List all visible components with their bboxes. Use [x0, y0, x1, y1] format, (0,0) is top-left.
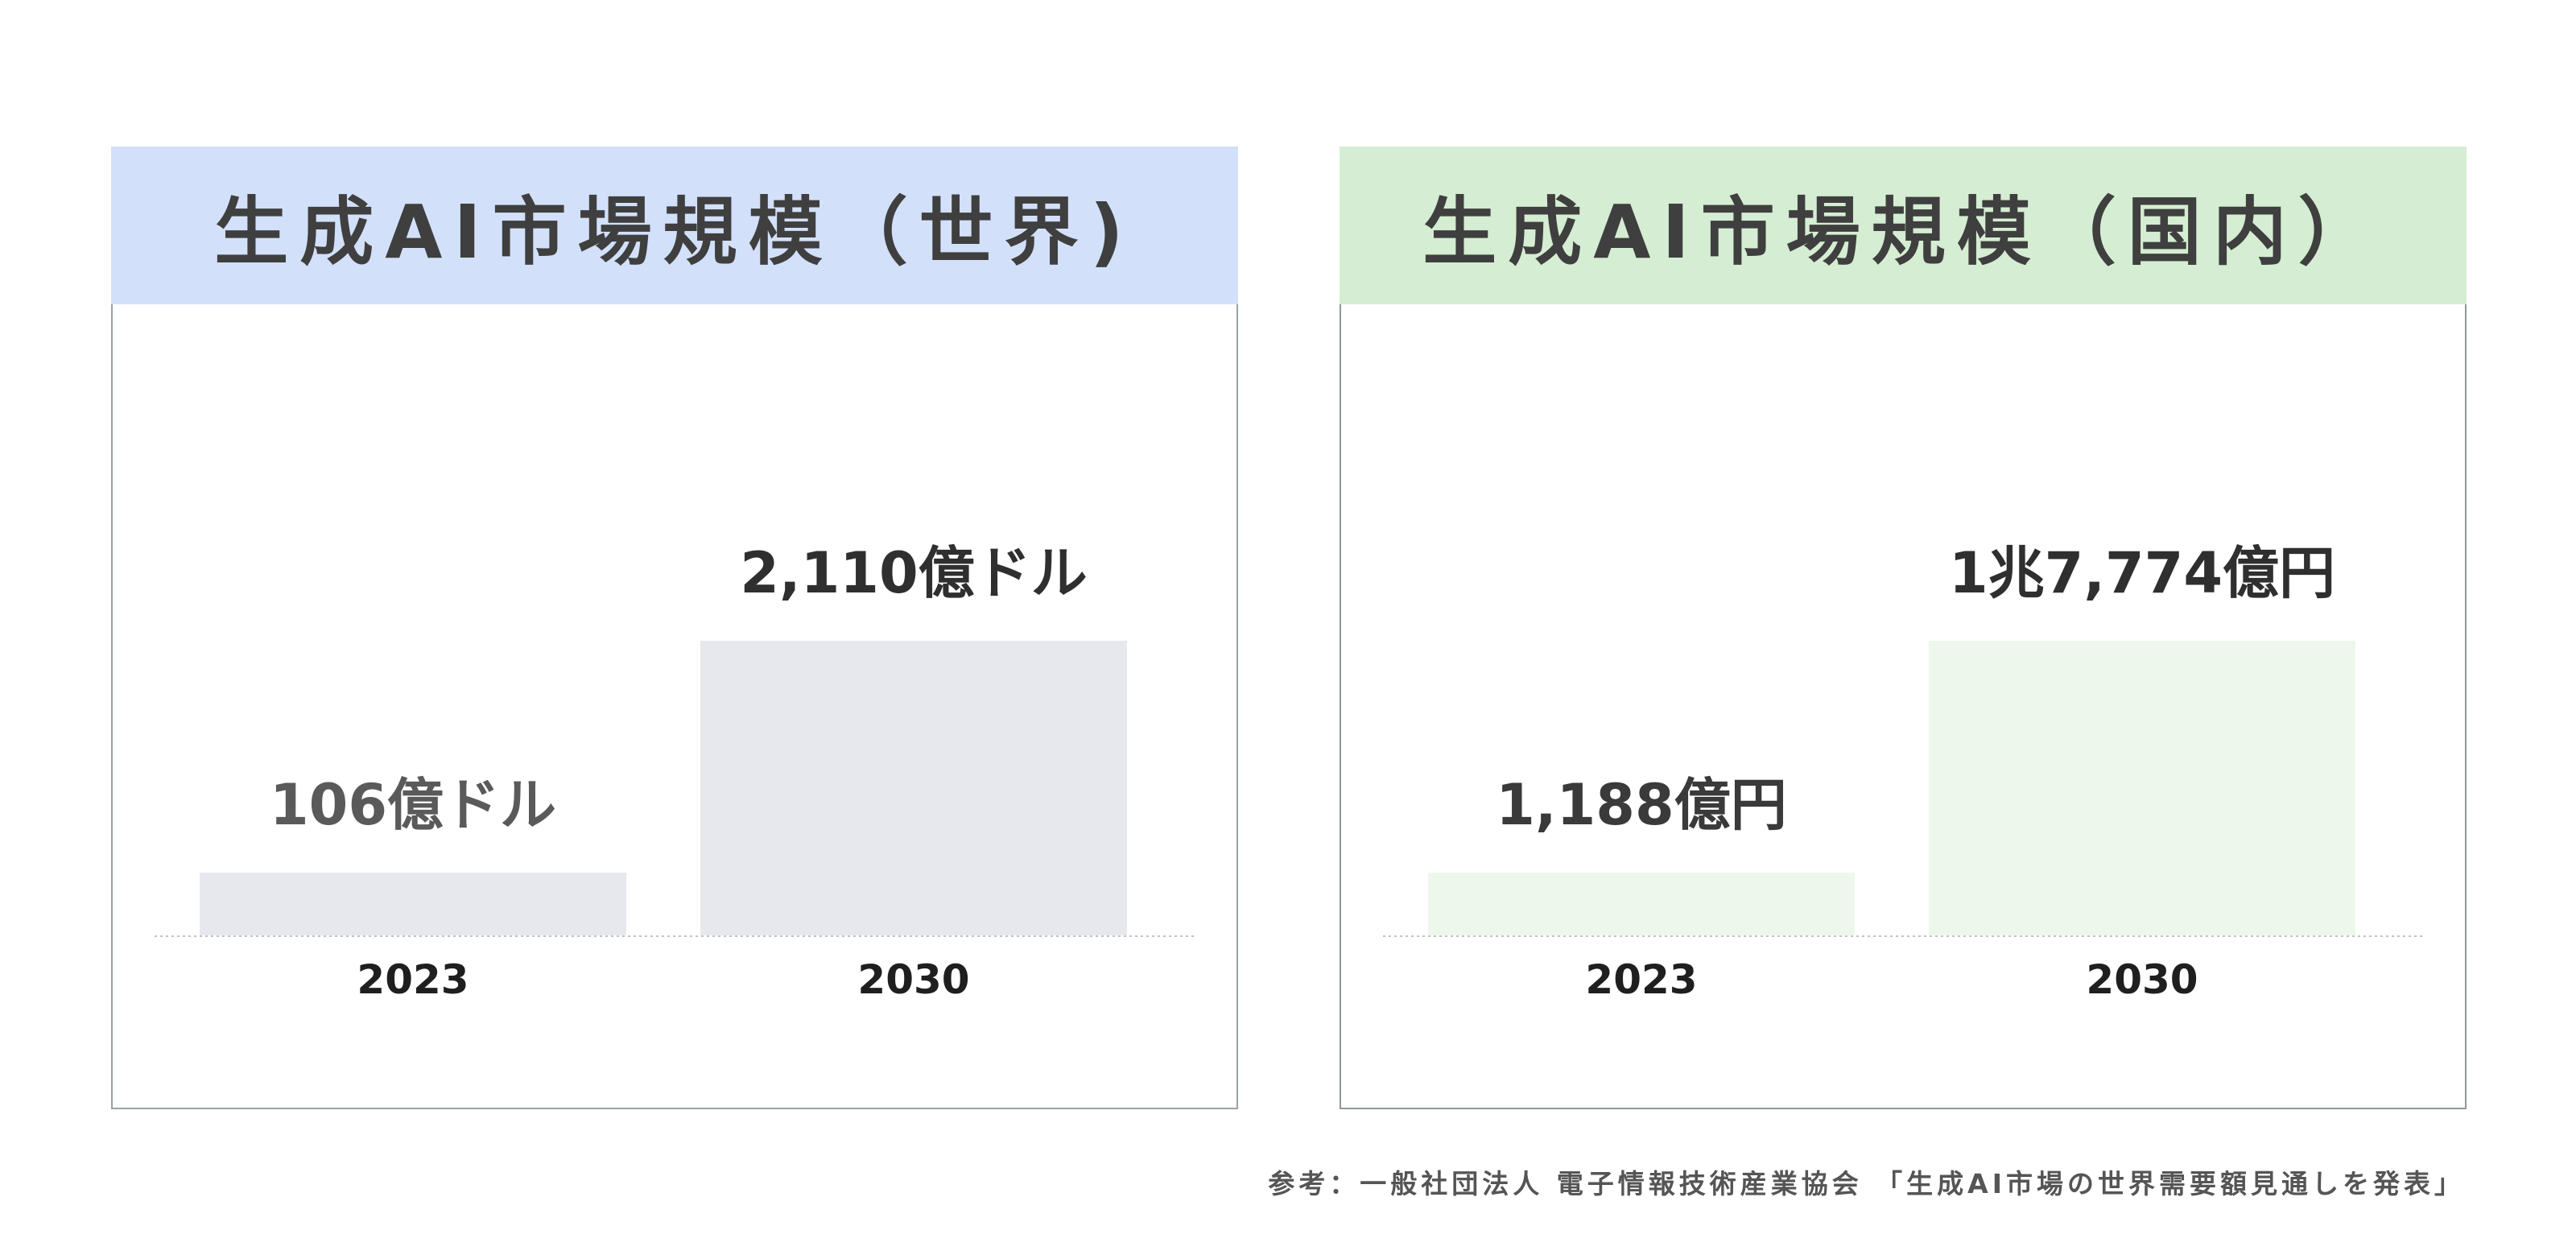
value-label-2023: 106億ドル	[270, 772, 556, 838]
world-market-panel: 生成AI市場規模（世界) 106億ドル 2023 2,110億ドル 2030	[111, 147, 1238, 1109]
value-label-2023: 1,188億円	[1496, 772, 1786, 838]
bar-2030	[1929, 641, 2355, 935]
tick-label-2030: 2030	[2086, 956, 2198, 1003]
world-bar-chart: 106億ドル 2023 2,110億ドル 2030	[155, 540, 1195, 1003]
panel-title: 生成AI市場規模（国内）	[1340, 147, 2467, 304]
source-note: 参考：一般社団法人 電子情報技術産業協会 「生成AI市場の世界需要額見通しを発表…	[1268, 1168, 2465, 1199]
tick-label-2030: 2030	[857, 956, 969, 1003]
japan-market-panel: 生成AI市場規模（国内） 1,188億円 2023 1兆7,774億円 2030	[1340, 147, 2467, 1109]
bar-2023	[200, 873, 626, 935]
value-label-2030: 1兆7,774億円	[1949, 540, 2335, 606]
bar-2030	[700, 641, 1127, 935]
panel-title: 生成AI市場規模（世界)	[111, 147, 1238, 304]
value-label-2030: 2,110億ドル	[740, 540, 1087, 606]
japan-bar-chart: 1,188億円 2023 1兆7,774億円 2030	[1383, 540, 2423, 1003]
tick-label-2023: 2023	[357, 956, 469, 1003]
bar-2023	[1428, 873, 1855, 935]
tick-label-2023: 2023	[1585, 956, 1697, 1003]
